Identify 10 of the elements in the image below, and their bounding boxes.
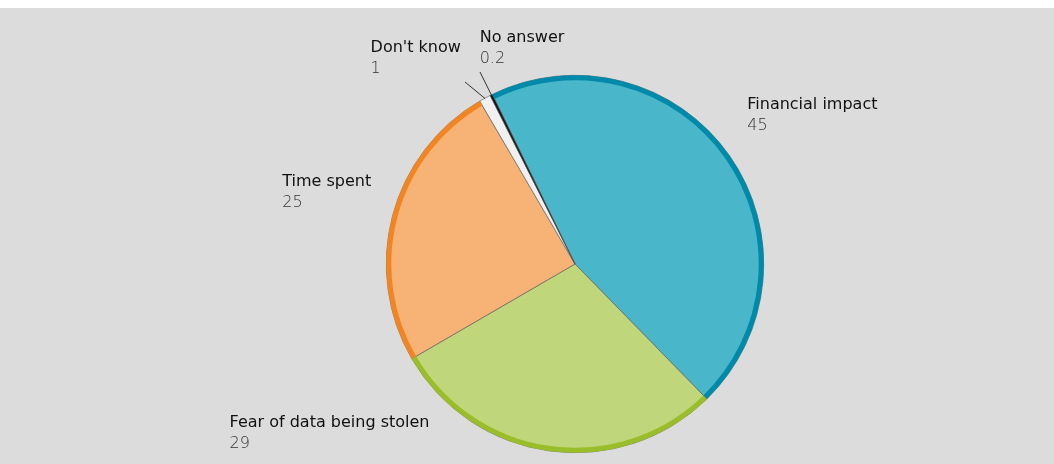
slice-label: Financial impact [747, 93, 878, 113]
slice-label: No answer [479, 26, 565, 46]
data-label: 45 [747, 114, 768, 134]
data-label: 1 [370, 57, 381, 77]
slice-label: Time spent [281, 171, 372, 191]
data-label: 0.2 [479, 47, 506, 67]
slice-label: Fear of data being stolen [229, 411, 430, 431]
data-label: 29 [229, 432, 250, 452]
data-label: 25 [282, 192, 303, 212]
slice-label: Don't know [370, 36, 461, 56]
